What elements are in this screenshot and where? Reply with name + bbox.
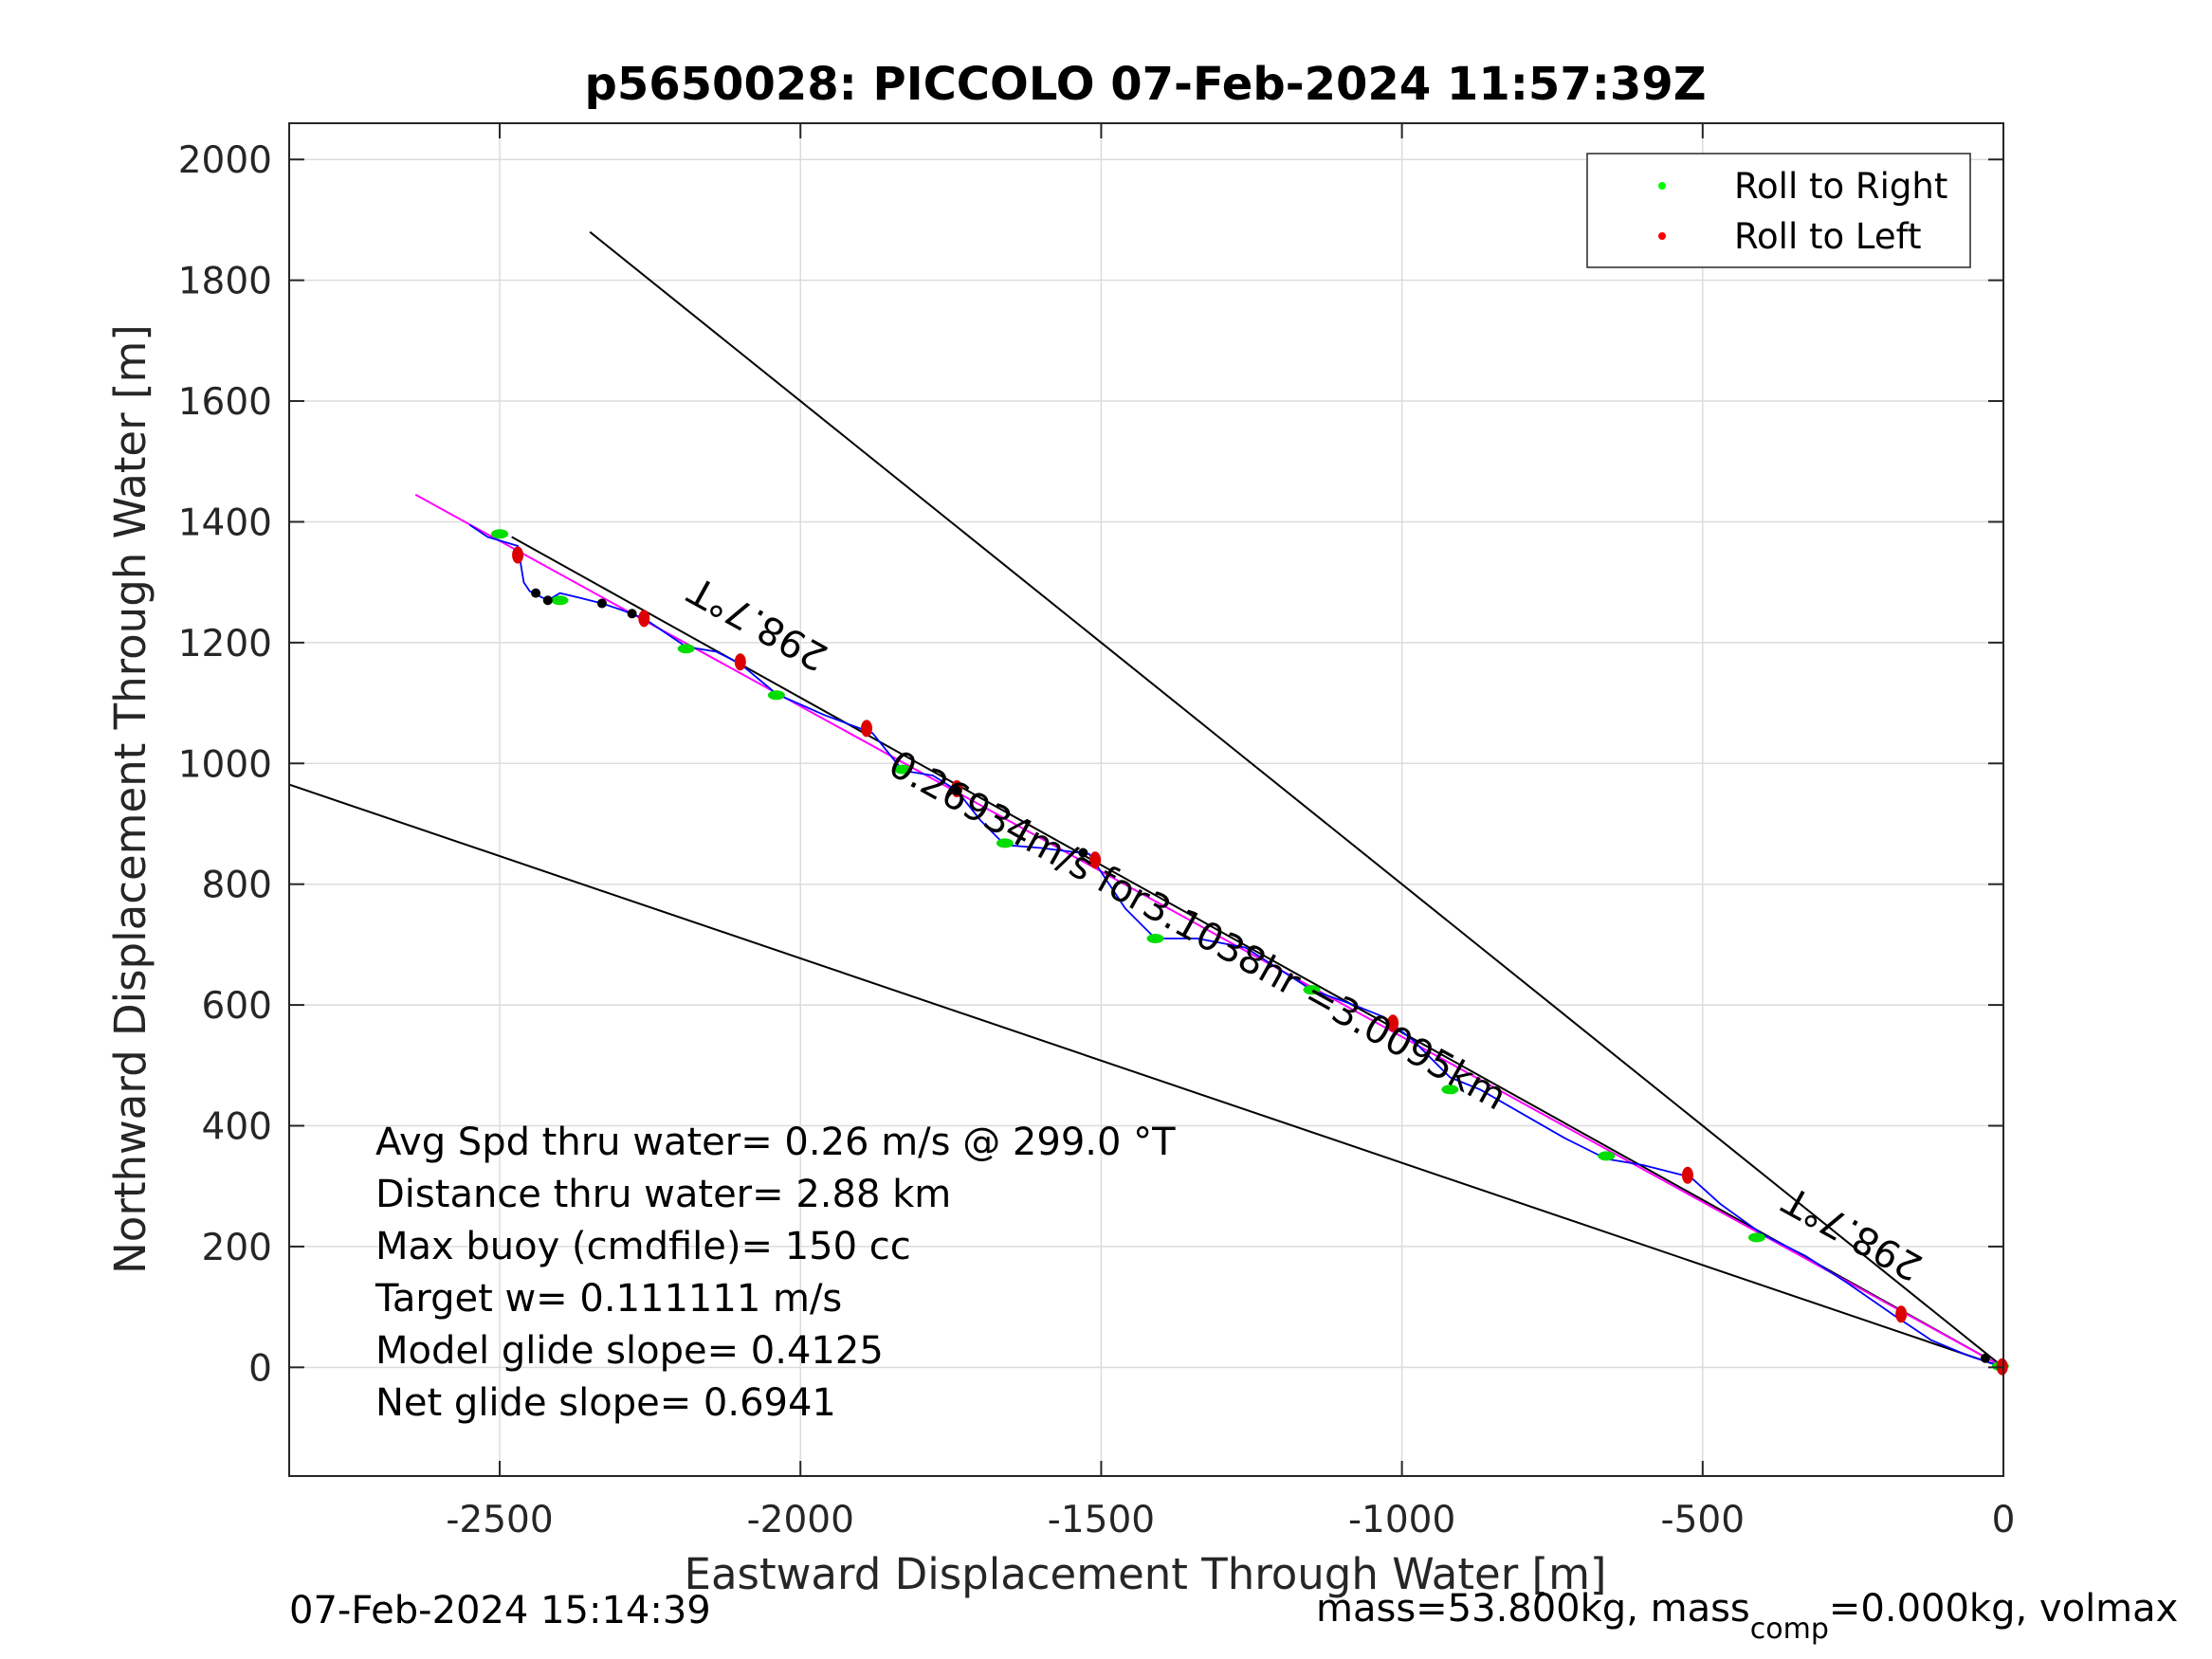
roll-right-point xyxy=(491,529,509,539)
footer-mass-text: mass=53.800kg, mass xyxy=(1316,1587,1750,1631)
plot-frame xyxy=(288,122,2004,1477)
annotation-line: Model glide slope= 0.4125 xyxy=(375,1329,884,1373)
y-tick-label: 400 xyxy=(202,1106,272,1149)
y-tick-label: 1000 xyxy=(178,743,272,786)
legend-marker-roll-left xyxy=(1658,232,1666,240)
annotation-line: Target w= 0.111111 m/s xyxy=(375,1277,842,1321)
annotation-line: Net glide slope= 0.6941 xyxy=(375,1381,836,1425)
y-tick-label: 800 xyxy=(202,865,272,907)
roll-left-point xyxy=(1089,851,1102,869)
dive-point xyxy=(627,609,637,619)
dive-point xyxy=(1980,1353,1990,1363)
roll-left-point xyxy=(512,546,524,564)
legend-box xyxy=(1586,153,1971,268)
roll-right-point xyxy=(1441,1085,1459,1095)
roll-right-point xyxy=(1598,1151,1616,1161)
roll-left-point xyxy=(638,610,650,628)
roll-left-point xyxy=(861,720,873,738)
y-tick-label: 1200 xyxy=(178,623,272,665)
y-axis-label: Northward Displacement Through Water [m] xyxy=(105,324,155,1274)
y-tick-label: 1400 xyxy=(178,501,272,544)
annotation-line: Distance thru water= 2.88 km xyxy=(375,1173,951,1216)
annotation-block: Avg Spd thru water= 0.26 m/s @ 299.0 °T D… xyxy=(375,1121,1176,1425)
y-tick-label: 600 xyxy=(202,985,272,1028)
legend: Roll to Right Roll to Left xyxy=(1586,153,1971,268)
roll-left-point xyxy=(1387,1014,1399,1032)
mean-heading-line xyxy=(414,493,2003,1369)
footer-mass-subscript: comp xyxy=(1750,1613,1829,1646)
legend-marker-roll-right xyxy=(1658,182,1666,190)
roll-right-point xyxy=(894,764,912,775)
reference-line xyxy=(289,783,2003,1369)
x-tick-label: -2000 xyxy=(747,1499,854,1541)
y-tick-label: 2000 xyxy=(178,139,272,182)
roll-left-point xyxy=(1681,1166,1693,1184)
roll-right-point xyxy=(1303,985,1321,995)
roll-right-point xyxy=(996,838,1014,848)
roll-right-point xyxy=(551,595,569,606)
dive-point xyxy=(531,588,541,598)
y-tick-label: 200 xyxy=(202,1227,272,1269)
roll-left-point xyxy=(1895,1305,1908,1323)
dive-point xyxy=(542,595,553,606)
x-tick-label: -1000 xyxy=(1348,1499,1455,1541)
axes xyxy=(288,122,2004,1477)
annotation-line: Avg Spd thru water= 0.26 m/s @ 299.0 °T xyxy=(375,1121,1176,1164)
dive-point xyxy=(596,598,607,609)
x-tick-label: -2500 xyxy=(446,1499,553,1541)
roll-left-point xyxy=(734,653,746,671)
chart-title: p5650028: PICCOLO 07-Feb-2024 11:57:39Z xyxy=(584,58,1706,111)
x-tick-label: -1500 xyxy=(1048,1499,1155,1541)
footer-mass-info: mass=53.800kg, masscomp=0.000kg, volmax xyxy=(1316,1587,2178,1646)
annotation-line: Max buoy (cmdfile)= 150 cc xyxy=(375,1225,911,1268)
x-tick-label: -500 xyxy=(1661,1499,1746,1541)
footer-mass-rest: =0.000kg, volmax xyxy=(1829,1587,2178,1631)
footer-timestamp: 07-Feb-2024 15:14:39 xyxy=(289,1589,711,1632)
x-axis-label: Eastward Displacement Through Water [m] xyxy=(685,1549,1607,1599)
roll-right-point xyxy=(1146,934,1164,944)
tick-labels: -2500 -2000 -1500 -1000 -500 0 0 200 400 600 800 10… xyxy=(178,139,2016,1541)
x-tick-label: 0 xyxy=(1992,1499,2016,1541)
dive-point xyxy=(952,785,962,795)
roll-right-point xyxy=(767,690,785,701)
grid xyxy=(289,123,2004,1476)
roll-right-point xyxy=(677,644,695,654)
legend-label-roll-right: Roll to Right xyxy=(1734,166,1947,207)
y-tick-label: 0 xyxy=(248,1347,272,1390)
roll-right-point xyxy=(1747,1232,1765,1243)
legend-label-roll-left: Roll to Left xyxy=(1734,216,1922,257)
reference-line xyxy=(589,230,2003,1369)
y-tick-label: 1600 xyxy=(178,381,272,424)
y-tick-label: 1800 xyxy=(178,261,272,303)
markers xyxy=(491,529,2009,1376)
dive-point xyxy=(1078,848,1088,858)
